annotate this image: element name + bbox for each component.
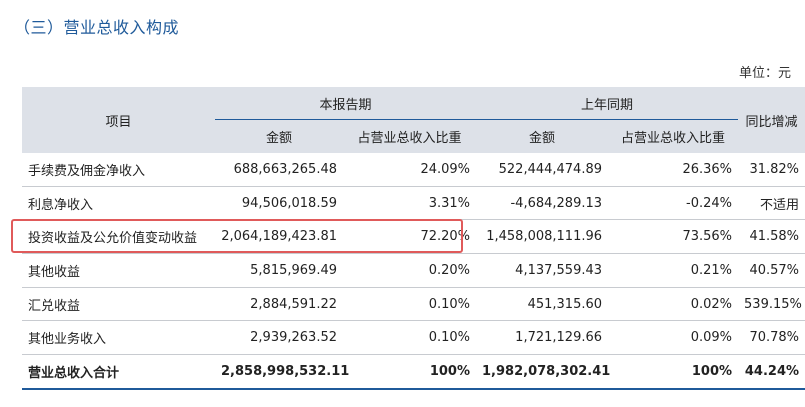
table-row: 汇兑收益 2,884,591.22 0.10% 451,315.60 0.02%…	[22, 287, 805, 322]
row-prior-amount: 522,444,474.89	[476, 153, 609, 187]
row-prior-share: 0.09%	[608, 320, 739, 356]
row-prior-amount: 451,315.60	[476, 287, 609, 322]
row-prior-share: 0.21%	[608, 253, 739, 288]
row-prior-share: 100%	[608, 354, 739, 390]
row-yoy: 539.15%	[738, 287, 805, 322]
row-prior-amount: 4,137,559.43	[476, 253, 609, 288]
row-prior-share: 26.36%	[608, 153, 739, 187]
row-current-amount: 2,939,263.52	[215, 320, 343, 356]
row-prior-share: 0.02%	[608, 287, 739, 322]
table-row-highlighted: 投资收益及公允价值变动收益 2,064,189,423.81 72.20% 1,…	[22, 219, 805, 255]
row-current-share: 0.20%	[343, 253, 477, 288]
revenue-composition-table: 项目 本报告期 上年同期 同比增减 金额 占营业总收入比重 金额 占营业总收入比…	[22, 87, 805, 390]
row-item: 手续费及佣金净收入	[22, 153, 215, 187]
row-item: 投资收益及公允价值变动收益	[22, 219, 215, 255]
table-row: 其他业务收入 2,939,263.52 0.10% 1,721,129.66 0…	[22, 320, 805, 356]
table-row: 利息净收入 94,506,018.59 3.31% -4,684,289.13 …	[22, 186, 805, 221]
row-current-amount: 2,884,591.22	[215, 287, 343, 322]
row-current-share: 72.20%	[343, 219, 477, 255]
row-item: 其他收益	[22, 253, 215, 288]
row-yoy: 40.57%	[738, 253, 805, 288]
row-item: 汇兑收益	[22, 287, 215, 322]
table-row-total: 营业总收入合计 2,858,998,532.11 100% 1,982,078,…	[22, 354, 805, 390]
section-title: （三）营业总收入构成	[14, 18, 180, 37]
row-item: 其他业务收入	[22, 320, 215, 356]
row-current-amount: 2,064,189,423.81	[215, 219, 343, 255]
table-row: 手续费及佣金净收入 688,663,265.48 24.09% 522,444,…	[22, 153, 805, 187]
row-yoy: 不适用	[738, 186, 805, 221]
row-yoy: 31.82%	[738, 153, 805, 187]
header-yoy-change: 同比增减	[738, 87, 805, 153]
row-current-amount: 2,858,998,532.11	[215, 354, 349, 390]
row-yoy: 44.24%	[738, 354, 805, 390]
header-prior-share: 占营业总收入比重	[608, 119, 739, 153]
header-current-share: 占营业总收入比重	[343, 119, 477, 153]
header-prior-period: 上年同期	[476, 87, 739, 120]
header-current-period: 本报告期	[215, 87, 477, 120]
row-current-share: 3.31%	[343, 186, 477, 221]
row-prior-amount: 1,982,078,302.41	[476, 354, 610, 390]
row-prior-share: -0.24%	[608, 186, 739, 221]
row-item: 营业总收入合计	[22, 354, 215, 390]
row-yoy: 70.78%	[738, 320, 805, 356]
header-current-amount: 金额	[215, 119, 343, 153]
row-prior-share: 73.56%	[608, 219, 739, 255]
row-yoy: 41.58%	[738, 219, 805, 255]
row-current-share: 0.10%	[343, 320, 477, 356]
unit-label: 单位：元	[738, 66, 791, 81]
row-prior-amount: -4,684,289.13	[476, 186, 609, 221]
row-prior-amount: 1,721,129.66	[476, 320, 609, 356]
table-row: 其他收益 5,815,969.49 0.20% 4,137,559.43 0.2…	[22, 253, 805, 288]
row-current-share: 100%	[343, 354, 477, 390]
row-current-share: 24.09%	[343, 153, 477, 187]
row-current-share: 0.10%	[343, 287, 477, 322]
header-prior-amount: 金额	[476, 119, 609, 153]
row-current-amount: 94,506,018.59	[215, 186, 343, 221]
header-item: 项目	[22, 87, 215, 153]
row-item: 利息净收入	[22, 186, 215, 221]
row-current-amount: 688,663,265.48	[215, 153, 343, 187]
row-prior-amount: 1,458,008,111.96	[476, 219, 609, 255]
row-current-amount: 5,815,969.49	[215, 253, 343, 288]
